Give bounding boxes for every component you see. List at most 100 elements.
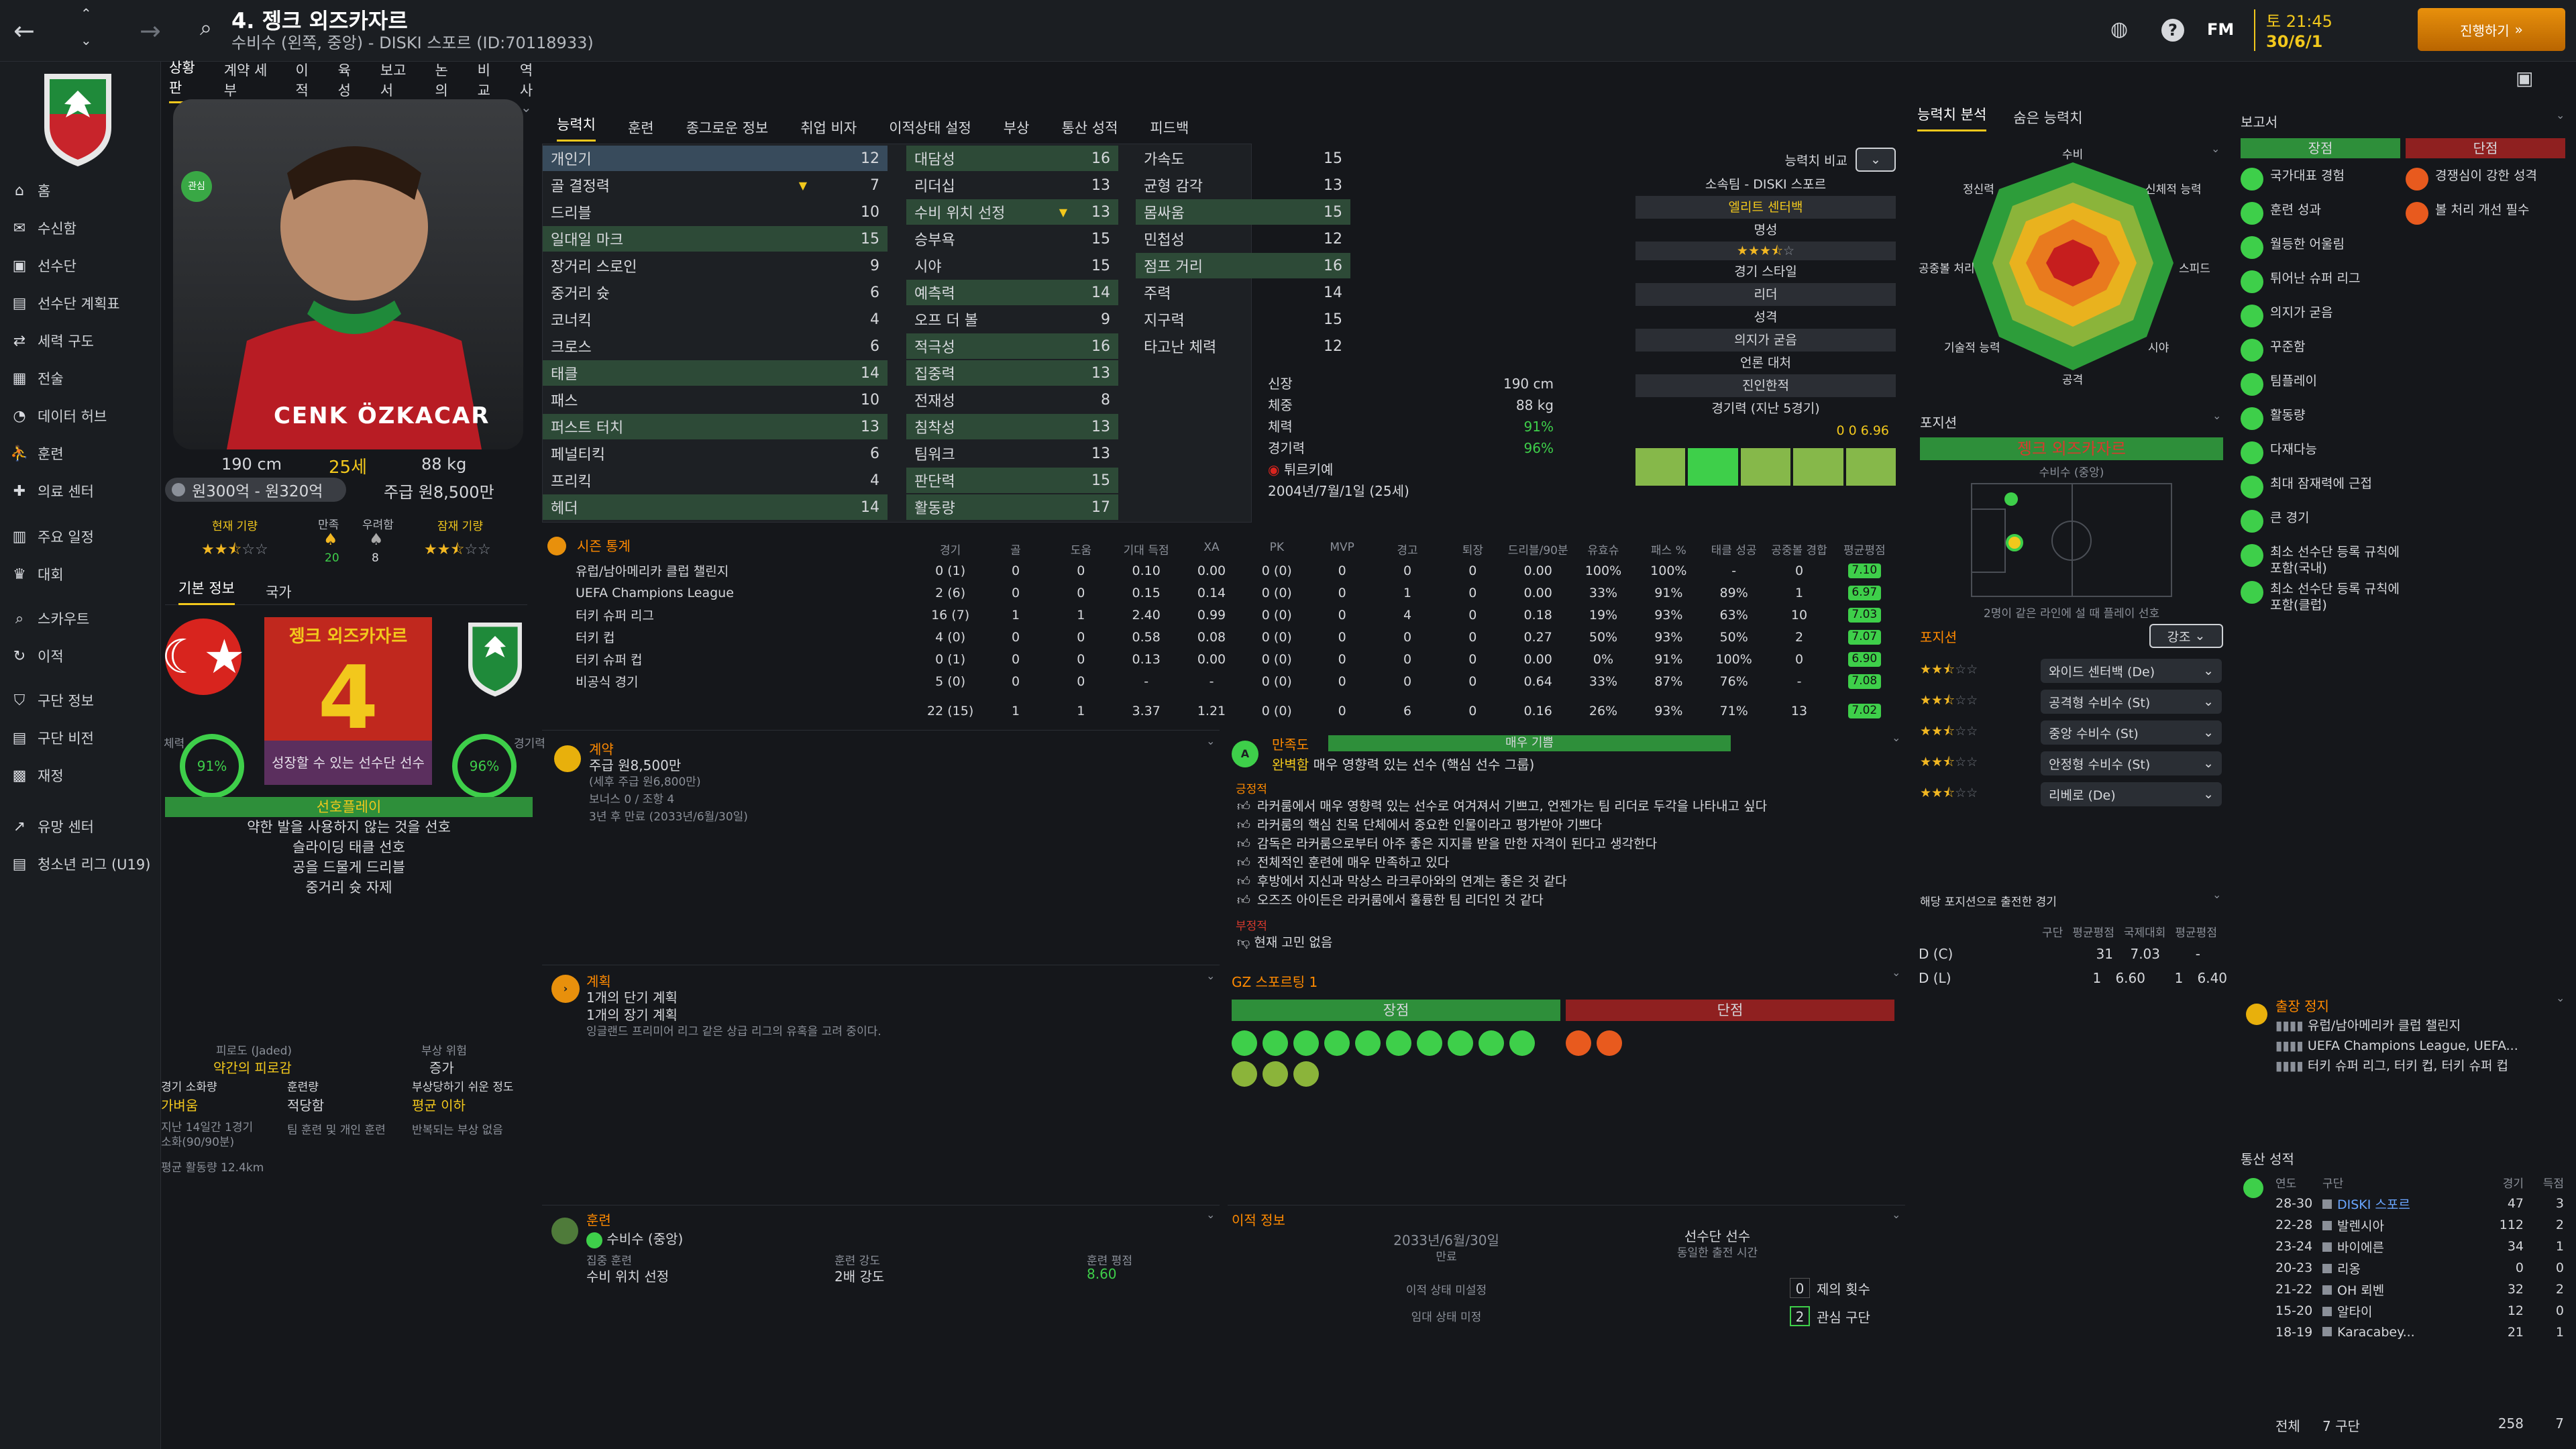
tab-work-permit[interactable]: 취업 비자 [800,120,857,136]
subnav-tab-overview[interactable]: 상황판 [169,57,207,103]
subnav-tab-contract[interactable]: 계약 세부 [223,62,268,99]
report-item[interactable]: 큰 경기 [2241,510,2402,539]
attr-row[interactable]: 침착성 13 [906,414,1118,439]
stats-row[interactable]: 터키 슈퍼 리그 16 (7) 1 1 2.40 0.99 0 (0) 0 4 0 0.18 19% 9… [542,604,1904,626]
tab-attributes[interactable]: 능력치 [557,114,596,142]
sidebar-item-training[interactable]: ⛹ 훈련 [10,439,158,468]
attr-row[interactable]: 집중력 13 [906,360,1118,386]
happiness-chevron-icon[interactable]: ⌄ [1892,731,1901,744]
subnav-tab-compare[interactable]: 비교 [477,62,490,99]
roles-filter-dropdown[interactable]: 강조 ⌄ [2149,624,2223,648]
globe-icon[interactable]: ◍ [2110,17,2129,41]
attr-row[interactable]: 판단력 15 [906,468,1118,493]
photo-chevron-icon[interactable]: ⌄ [521,99,532,115]
tab-injuries[interactable]: 부상 [1003,120,1030,136]
attr-row[interactable]: 주력 14 [1136,280,1350,305]
position-chevron-icon[interactable]: ⌄ [2212,409,2222,422]
sidebar-item-squad-planner[interactable]: ▤ 선수단 계획표 [11,288,158,318]
attr-row[interactable]: 코너킥 4 [543,307,888,332]
report-item[interactable]: 활동량 [2241,407,2402,437]
sidebar-item-club-info[interactable]: ⛉ 구단 정보 [11,686,158,715]
strength-icon[interactable] [1509,1030,1535,1056]
weakness-icon[interactable] [1597,1030,1622,1056]
subnav-tab-reports[interactable]: 보고서 [380,62,407,99]
attr-row[interactable]: 몸싸움 15 [1136,199,1350,225]
stats-title[interactable]: 시즌 통계 [577,538,631,554]
attr-row[interactable]: 퍼스트 터치 13 [543,414,888,439]
subnav-tab-discuss[interactable]: 논의 [435,62,448,99]
back-icon[interactable]: ← [13,16,35,46]
sidebar-item-tactics[interactable]: ▦ 전술 [11,364,158,393]
interest-badge[interactable]: 관심 [181,171,212,202]
report-item[interactable]: 최대 잠재력에 근접 [2241,476,2402,505]
strength-icon[interactable] [1263,1030,1288,1056]
happiness-title[interactable]: 만족도 [1272,737,1309,753]
sidebar-item-club-vision[interactable]: ▤ 구단 비전 [11,723,158,753]
attr-row[interactable]: 타고난 체력 12 [1136,333,1350,359]
gz-title[interactable]: GZ 스포르팅 1 [1232,974,1318,990]
subnav-tab-transfer[interactable]: 이적 [295,62,309,99]
nation-flag[interactable]: ☾★ [161,619,246,695]
sidebar-item-medical[interactable]: ✚ 의료 센터 [11,476,158,506]
tab-feedback[interactable]: 피드백 [1150,120,1189,136]
role-dropdown[interactable]: 리베로 (De) ⌄ [2041,782,2222,806]
career-row[interactable]: 21-22 OH 뢰벤 32 2 [2275,1279,2564,1300]
attr-row[interactable]: 페널티킥 6 [543,441,888,466]
report-item[interactable]: 월등한 어울림 [2241,236,2402,266]
report-item[interactable]: 다재다능 [2241,441,2402,471]
report-item[interactable]: 튀어난 슈퍼 리그 [2241,270,2402,300]
role-dropdown[interactable]: 중앙 수비수 (St) ⌄ [2041,720,2222,745]
attr-row[interactable]: 점프 거리 16 [1136,253,1350,278]
attr-row[interactable]: 일대일 마크 15 [543,226,888,252]
sidebar-item-finances[interactable]: ▩ 재정 [11,761,158,790]
attr-row[interactable]: 승부욕 15 [906,226,1118,252]
search-icon[interactable]: ⌕ [200,15,212,40]
gz-chevron-icon[interactable]: ⌄ [1892,966,1901,979]
attr-row[interactable]: 중거리 슛 6 [543,280,888,305]
report-item[interactable]: 훈련 성과 [2241,202,2402,231]
layout-icon[interactable]: ▣ [2516,67,2534,89]
strength-icon[interactable] [1448,1030,1473,1056]
stats-row[interactable]: 터키 컵 4 (0) 0 0 0.58 0.08 0 (0) 0 0 0 0.27 50% 93% 50%… [542,626,1904,648]
tab-attribute-analysis[interactable]: 능력치 분석 [1917,104,1987,131]
attr-row[interactable]: 활동량 17 [906,494,1118,520]
strength-icon[interactable] [1355,1030,1381,1056]
subnav-tab-history[interactable]: 역사 [519,62,533,99]
roles-title[interactable]: 포지션 [1920,629,1957,645]
role-dropdown[interactable]: 공격형 수비수 (St) ⌄ [2041,690,2222,714]
tab-nation[interactable]: 국가 [265,584,292,600]
career-row[interactable]: 18-19 Karacabey... 21 1 [2275,1322,2564,1343]
suspension-chevron-icon[interactable]: ⌄ [2556,991,2565,1004]
tab-hidden-attributes[interactable]: 숨은 능력치 [2013,110,2083,126]
attr-row[interactable]: 팀워크 13 [906,441,1118,466]
training-title[interactable]: 훈련 [586,1212,611,1228]
plans-title[interactable]: 계획 [586,973,611,989]
attr-row[interactable]: 적극성 16 [906,333,1118,359]
attr-row[interactable]: 오프 더 볼 9 [906,307,1118,332]
role-dropdown[interactable]: 와이드 센터백 (De) ⌄ [2041,659,2222,683]
sidebar-item-data-hub[interactable]: ◔ 데이터 허브 [11,401,158,431]
report-item[interactable]: 경쟁심이 강한 성격 [2406,168,2567,197]
fm-logo[interactable]: FM [2207,20,2235,39]
compare-dropdown[interactable]: ⌄ [1856,148,1896,172]
attr-row[interactable]: 패스 10 [543,387,888,413]
strength-icon[interactable] [1293,1030,1319,1056]
offers-row[interactable]: 0 제의 횟수 [1790,1278,1870,1298]
strength-icon[interactable] [1417,1030,1442,1056]
up-chevron-icon[interactable]: ⌃ [80,5,92,21]
training-chevron-icon[interactable]: ⌄ [1206,1208,1216,1221]
club-crest[interactable] [38,67,118,168]
attr-row[interactable]: 예측력 14 [906,280,1118,305]
attr-row[interactable]: 리더십 13 [906,172,1118,198]
attr-row[interactable]: 태클 14 [543,360,888,386]
report-item[interactable]: 팀플레이 [2241,373,2402,402]
attr-row[interactable]: 수비 위치 선정 ▼ 13 [906,199,1118,225]
strength-icon[interactable] [1232,1030,1257,1056]
contract-chevron-icon[interactable]: ⌄ [1206,735,1216,747]
attr-row[interactable]: 프리킥 4 [543,468,888,493]
career-row[interactable]: 20-23 리옹 0 0 [2275,1257,2564,1279]
career-row[interactable]: 15-20 알타이 12 0 [2275,1300,2564,1322]
strength-icon[interactable] [1479,1030,1504,1056]
role-row[interactable]: ★★⯪☆☆ 리베로 (De) ⌄ [1920,780,2223,809]
role-row[interactable]: ★★⯪☆☆ 안정형 수비수 (St) ⌄ [1920,749,2223,778]
